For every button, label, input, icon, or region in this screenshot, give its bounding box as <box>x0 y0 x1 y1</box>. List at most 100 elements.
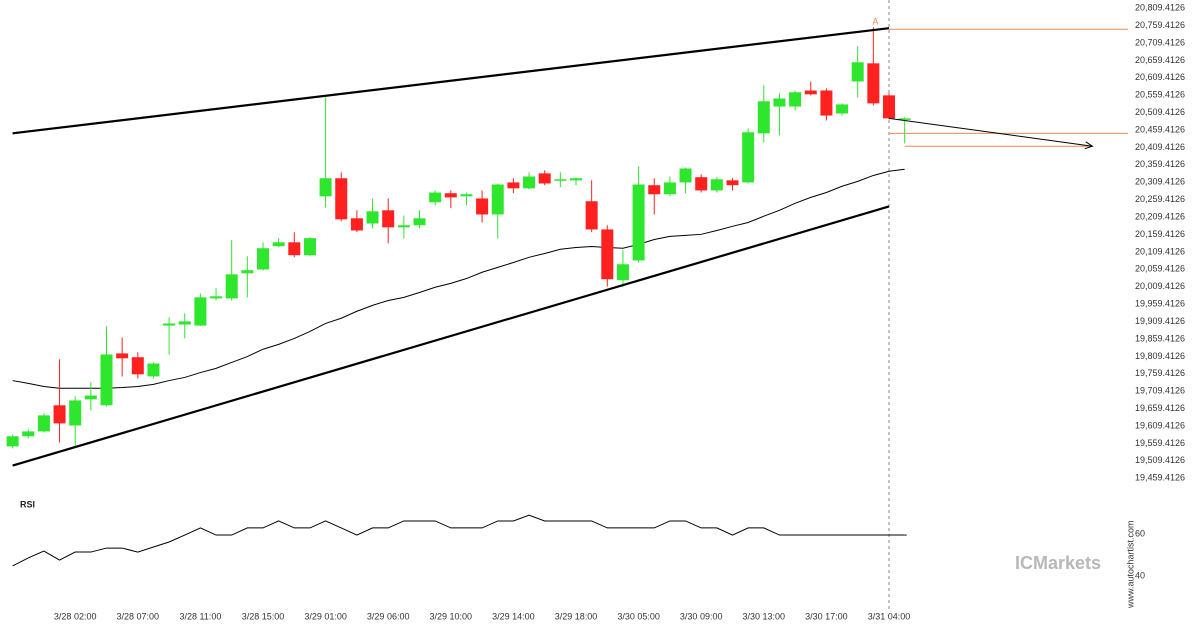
x-tick-label: 3/28 15:00 <box>242 611 285 621</box>
candle-body <box>288 242 301 256</box>
y-tick-label: 20,609.4126 <box>1135 72 1185 82</box>
y-tick-label: 19,909.4126 <box>1135 316 1185 326</box>
y-tick-label: 20,459.4126 <box>1135 124 1185 134</box>
candle-body <box>319 178 332 197</box>
candle-body <box>883 95 895 119</box>
y-tick-label: 20,159.4126 <box>1135 229 1185 239</box>
rsi-line <box>12 514 905 567</box>
candle-body <box>679 168 692 183</box>
candle-body <box>69 400 82 426</box>
candle-body <box>663 182 676 195</box>
y-tick-label: 20,259.4126 <box>1135 194 1185 204</box>
y-tick-label: 20,109.4126 <box>1135 246 1185 256</box>
candle-body <box>789 92 802 107</box>
y-tick-label: 19,809.4126 <box>1135 351 1185 361</box>
forecast-arrowhead <box>1084 141 1094 150</box>
candle-body <box>272 242 285 247</box>
x-tick-label: 3/30 17:00 <box>805 611 848 621</box>
candle-body <box>303 238 316 256</box>
candle-body <box>820 90 833 116</box>
moving-average <box>12 168 905 389</box>
x-tick-label: 3/30 09:00 <box>680 611 723 621</box>
candle-body <box>397 225 410 228</box>
candle-body <box>710 179 723 191</box>
pattern-marker: A <box>872 16 878 26</box>
y-tick-label: 19,609.4126 <box>1135 420 1185 430</box>
candle-body <box>241 270 254 274</box>
candle-body <box>37 415 50 432</box>
candle-body <box>84 395 97 400</box>
candle-body <box>460 194 473 197</box>
candle-body <box>382 210 395 228</box>
x-tick-label: 3/29 14:00 <box>492 611 535 621</box>
candle-body <box>100 354 113 406</box>
x-tick-label: 3/28 02:00 <box>54 611 97 621</box>
y-tick-label: 20,359.4126 <box>1135 159 1185 169</box>
candle-body <box>257 248 269 270</box>
candle-body <box>476 198 489 215</box>
x-tick-label: 3/31 04:00 <box>868 611 911 621</box>
x-tick-label: 3/29 01:00 <box>304 611 347 621</box>
x-tick-label: 3/29 06:00 <box>367 611 410 621</box>
y-tick-label: 19,859.4126 <box>1135 333 1185 343</box>
candle-body <box>616 264 629 281</box>
candle-body <box>523 176 536 189</box>
candle-body <box>867 63 880 104</box>
candle-body <box>554 179 567 181</box>
rsi-title: RSI <box>20 499 35 509</box>
y-tick-label: 20,209.4126 <box>1135 211 1185 221</box>
x-tick-label: 3/30 05:00 <box>617 611 660 621</box>
y-tick-label: 19,559.4126 <box>1135 438 1185 448</box>
y-tick-label: 20,709.4126 <box>1135 37 1185 47</box>
y-tick-label: 20,059.4126 <box>1135 264 1185 274</box>
candle-body <box>335 178 348 220</box>
candle-body <box>648 185 661 195</box>
trendline <box>12 27 890 135</box>
candle-body <box>413 218 426 226</box>
candle-body <box>585 201 598 230</box>
candle-body <box>726 180 739 186</box>
y-tick-label: 40 <box>1135 570 1145 580</box>
candle-body <box>194 297 207 326</box>
y-tick-label: 19,759.4126 <box>1135 368 1185 378</box>
candle-body <box>570 178 582 181</box>
candle-body <box>350 218 363 231</box>
forecast-arrow <box>888 117 1093 147</box>
candle-body <box>22 431 35 437</box>
candle-body <box>366 211 379 224</box>
x-tick-label: 3/28 11:00 <box>179 611 221 621</box>
y-tick-label: 60 <box>1135 528 1145 538</box>
y-tick-label: 20,759.4126 <box>1135 20 1185 30</box>
candle-body <box>757 101 770 134</box>
candle-body <box>601 229 614 280</box>
y-tick-label: 20,809.4126 <box>1135 3 1185 13</box>
candle-body <box>116 353 129 359</box>
candle-body <box>491 184 504 215</box>
trendline <box>12 205 890 467</box>
candle-body <box>898 118 911 120</box>
y-tick-label: 19,709.4126 <box>1135 386 1185 396</box>
candle-body <box>444 193 457 198</box>
candle-body <box>225 274 238 299</box>
y-tick-label: 20,509.4126 <box>1135 107 1185 117</box>
candle-body <box>429 192 442 203</box>
candle-body <box>507 182 520 189</box>
y-tick-label: 20,309.4126 <box>1135 177 1185 187</box>
candle-body <box>773 98 786 107</box>
candle-body <box>178 321 191 325</box>
candle-body <box>163 323 176 326</box>
y-tick-label: 20,659.4126 <box>1135 55 1185 65</box>
candle-body <box>851 62 864 82</box>
candle-body <box>6 436 19 447</box>
candle-body <box>804 90 817 95</box>
candle-body <box>695 177 708 191</box>
candle-body <box>131 357 144 375</box>
y-tick-label: 20,559.4126 <box>1135 90 1185 100</box>
x-tick-label: 3/29 10:00 <box>430 611 473 621</box>
x-tick-label: 3/28 07:00 <box>117 611 160 621</box>
candle-body <box>742 132 755 183</box>
candle-body <box>147 363 160 377</box>
y-tick-label: 19,659.4126 <box>1135 403 1185 413</box>
